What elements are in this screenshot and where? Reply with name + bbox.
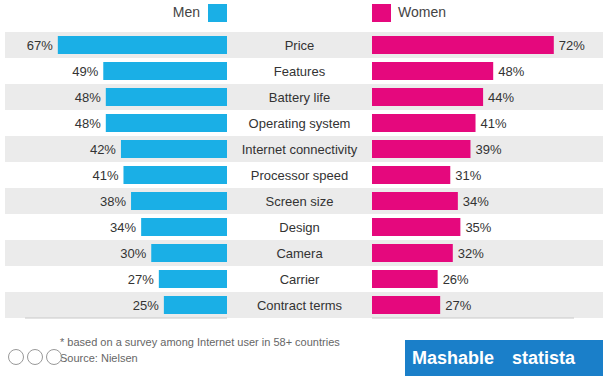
svg-text:35%: 35% — [465, 220, 491, 235]
svg-text:34%: 34% — [110, 220, 136, 235]
svg-text:27%: 27% — [445, 298, 471, 313]
svg-text:41%: 41% — [481, 116, 507, 131]
svg-text:67%: 67% — [27, 38, 53, 53]
svg-text:42%: 42% — [90, 142, 116, 157]
svg-text:Processor speed: Processor speed — [251, 168, 349, 183]
svg-text:30%: 30% — [120, 246, 146, 261]
svg-text:Battery life: Battery life — [269, 90, 330, 105]
svg-text:25%: 25% — [133, 298, 159, 313]
html-text:Mashable: Mashable — [412, 348, 494, 368]
svg-text:Contract terms: Contract terms — [257, 298, 343, 313]
svg-text:41%: 41% — [92, 168, 118, 183]
svg-text:31%: 31% — [455, 168, 481, 183]
svg-text:Price: Price — [285, 38, 315, 53]
svg-text:Camera: Camera — [276, 246, 323, 261]
html-text:statista: statista — [512, 348, 575, 368]
svg-text:48%: 48% — [498, 64, 524, 79]
svg-text:32%: 32% — [458, 246, 484, 261]
svg-text:Operating system: Operating system — [249, 116, 351, 131]
svg-text:34%: 34% — [463, 194, 489, 209]
svg-text:48%: 48% — [75, 116, 101, 131]
svg-text:Features: Features — [274, 64, 326, 79]
html-text:Source: Nielsen: Source: Nielsen — [60, 352, 138, 364]
svg-text:38%: 38% — [100, 194, 126, 209]
svg-text:Internet connectivity: Internet connectivity — [242, 142, 358, 157]
svg-text:72%: 72% — [559, 38, 585, 53]
svg-text:Screen size: Screen size — [266, 194, 334, 209]
html-text:Women: Women — [398, 4, 446, 20]
svg-text:39%: 39% — [475, 142, 501, 157]
svg-text:44%: 44% — [488, 90, 514, 105]
svg-text:26%: 26% — [443, 272, 469, 287]
svg-text:Carrier: Carrier — [280, 272, 320, 287]
html-text:* based on a survey among Inte: * based on a survey among Internet user … — [60, 336, 340, 348]
svg-text:Design: Design — [279, 220, 319, 235]
svg-text:49%: 49% — [72, 64, 98, 79]
svg-text:27%: 27% — [128, 272, 154, 287]
html-text:Men: Men — [172, 4, 200, 20]
svg-text:48%: 48% — [75, 90, 101, 105]
